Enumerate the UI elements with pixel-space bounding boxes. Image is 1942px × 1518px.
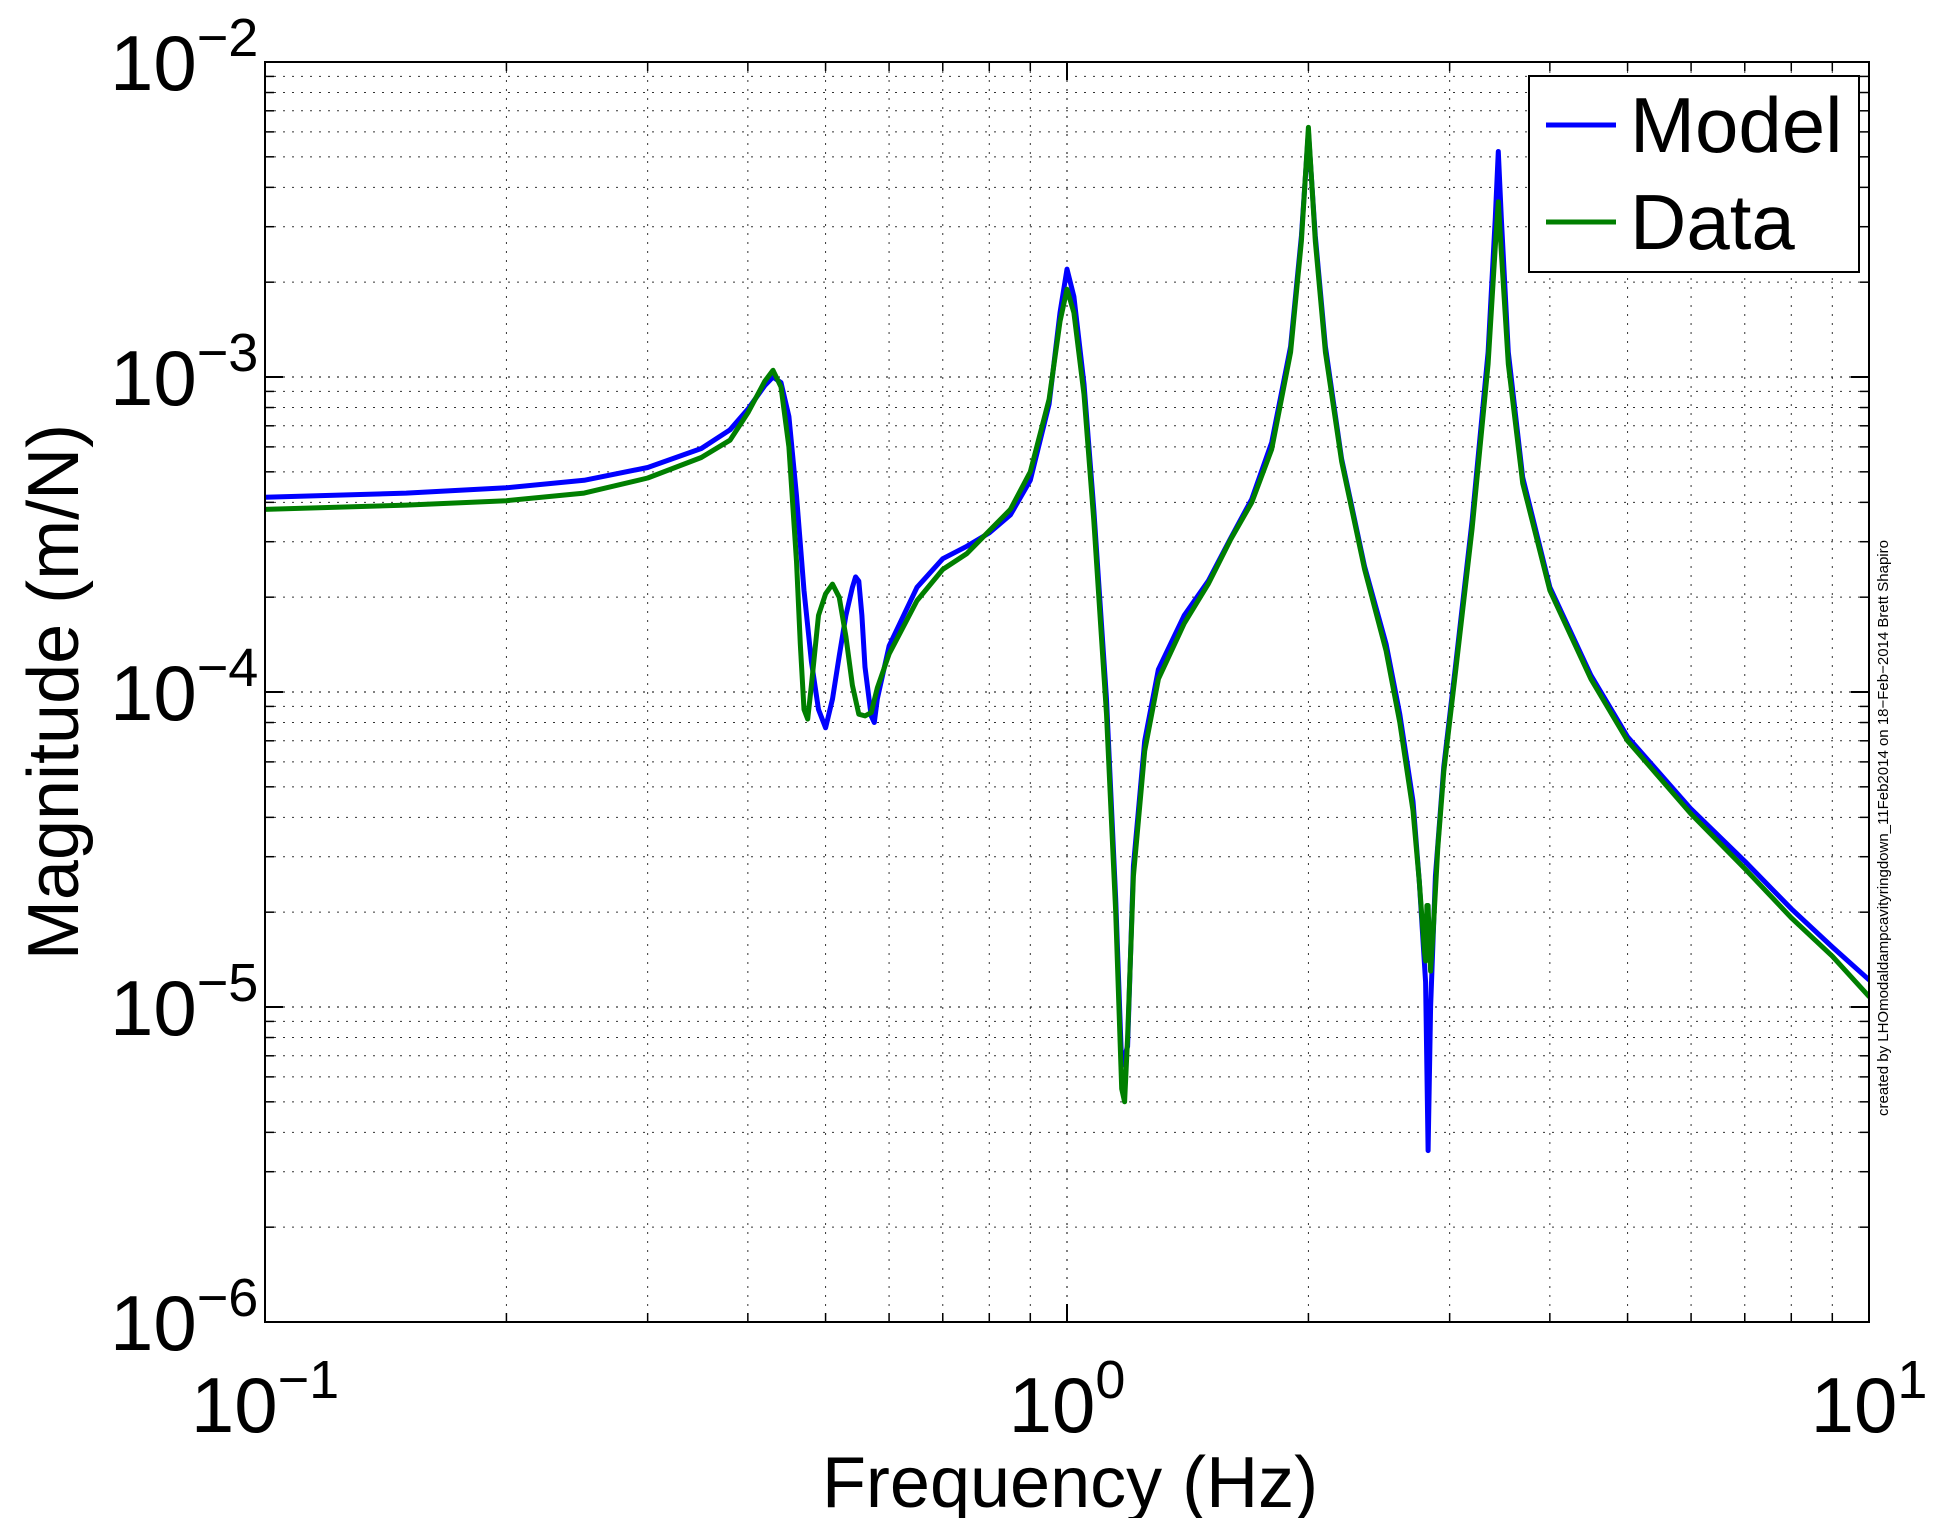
- legend-label-model: Model: [1630, 81, 1842, 169]
- legend: Model Data: [1528, 75, 1860, 273]
- y-tick-label: 10−4: [110, 638, 258, 737]
- y-tick-labels: 10−2 10−3 10−4 10−5 10−6: [110, 8, 258, 1367]
- y-axis-label: Magnitude (m/N): [14, 424, 94, 960]
- x-tick-label: 100: [1009, 1350, 1126, 1449]
- x-tick-label: 101: [1811, 1350, 1928, 1449]
- x-tick-label: 10−1: [191, 1350, 339, 1449]
- y-tick-label: 10−3: [110, 323, 258, 422]
- x-axis-label: Frequency (Hz): [822, 1443, 1318, 1518]
- x-tick-labels: 10−1 100 101: [191, 1350, 1928, 1449]
- axis-ticks: [264, 62, 1869, 1323]
- series-layer: [265, 124, 1869, 1154]
- creator-annotation: created by LHOmodaldampcavityringdown_11…: [1875, 540, 1892, 1116]
- y-tick-label: 10−6: [110, 1268, 258, 1367]
- y-tick-label: 10−2: [110, 8, 258, 107]
- major-gridlines: [265, 62, 1869, 1322]
- legend-label-data: Data: [1630, 178, 1795, 266]
- series-line-data: [265, 124, 1869, 1105]
- legend-box: [1528, 75, 1860, 273]
- y-tick-label: 10−5: [110, 953, 258, 1052]
